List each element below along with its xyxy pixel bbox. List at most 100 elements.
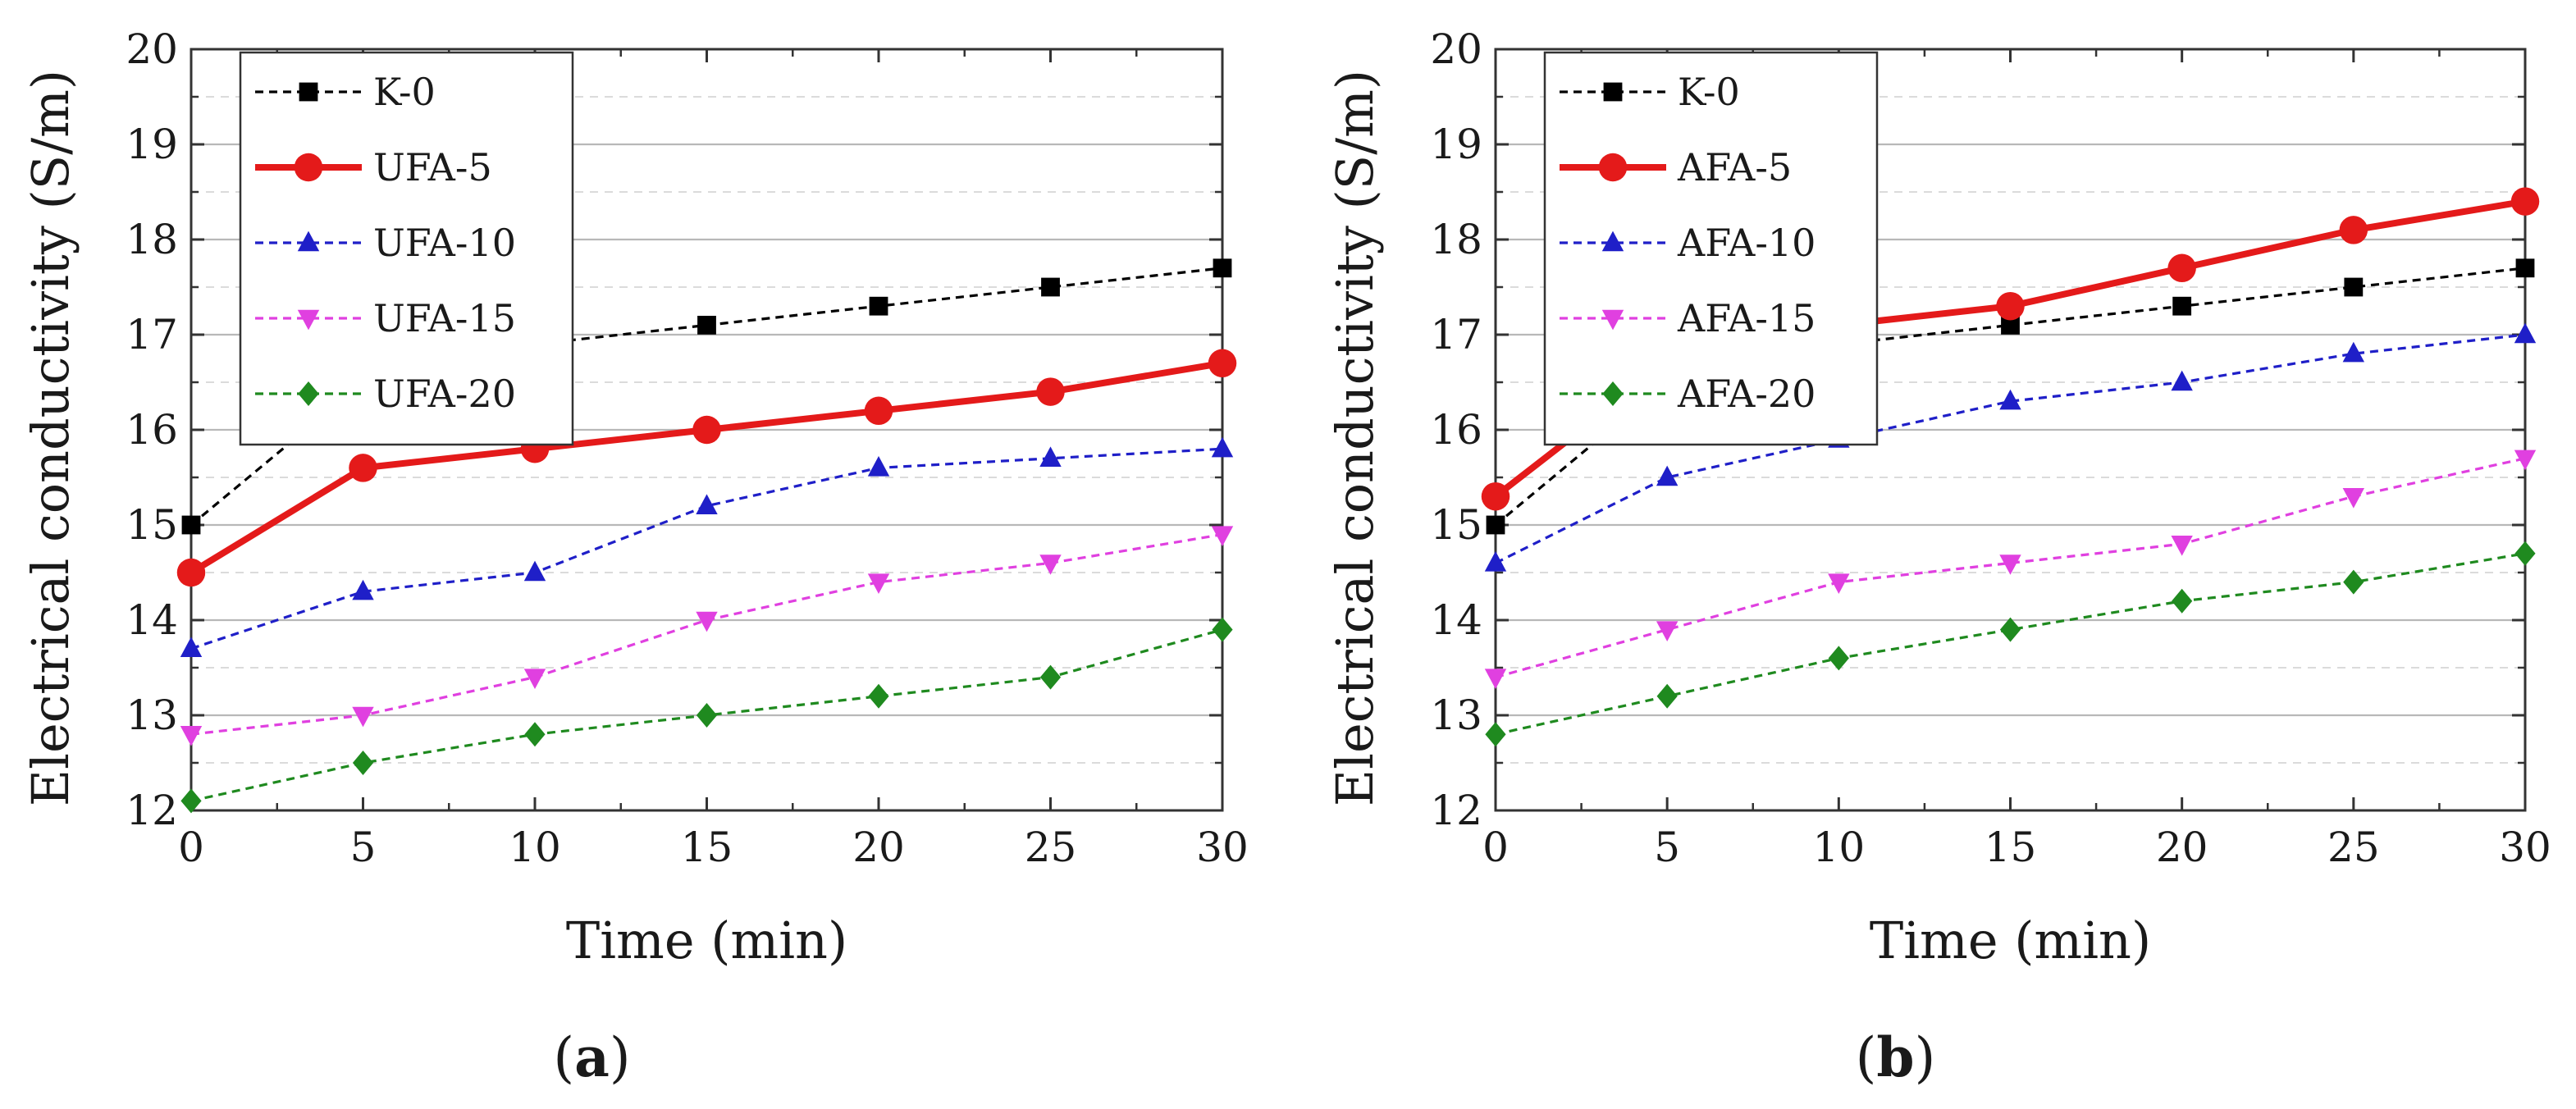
data-point (1039, 446, 1062, 467)
y-tick-label: 14 (126, 596, 178, 644)
data-point (1036, 377, 1065, 406)
y-tick-label: 15 (126, 501, 178, 549)
data-point (523, 560, 546, 582)
series-UFA-10 (180, 436, 1234, 657)
y-tick-label: 12 (1430, 787, 1482, 834)
y-tick-label: 16 (1430, 406, 1482, 454)
data-point (2172, 588, 2193, 614)
data-point (692, 415, 721, 445)
chart-panel-a: 12 13 14 15 16 17 18 19 20 0 5 10 15 20 25 30 Time (min)… (21, 25, 1249, 1089)
data-point (864, 396, 893, 426)
y-tick-label: 14 (1430, 596, 1482, 644)
legend-marker (1598, 153, 1628, 182)
data-point (2001, 316, 2020, 335)
legend: K-0 AFA-5 AFA-10 AFA-15 AFA-20 (1543, 51, 1879, 446)
data-point (868, 683, 889, 709)
data-point (2172, 296, 2192, 316)
data-point (2514, 322, 2537, 344)
y-tick-label: 18 (1430, 216, 1482, 263)
data-point (352, 579, 374, 600)
data-point (696, 611, 718, 632)
data-point (2339, 216, 2368, 244)
data-point (1999, 389, 2021, 410)
panel-label-letter: b (1876, 1025, 1914, 1089)
x-tick-label: 25 (1025, 824, 1077, 871)
data-point (1996, 291, 2025, 321)
data-point (2515, 258, 2535, 278)
data-point (181, 515, 201, 535)
legend: K-0 UFA-5 UFA-10 UFA-15 UFA-20 (239, 51, 574, 446)
data-point (2514, 450, 2537, 471)
legend-label: AFA-15 (1677, 296, 1816, 340)
chart-panel-b: 12 13 14 15 16 17 18 19 20 0 5 10 15 20 25 30 Time (min)… (1325, 25, 2551, 1089)
legend-label: UFA-15 (373, 296, 516, 340)
legend-marker (1602, 381, 1624, 406)
legend-marker (294, 153, 323, 182)
x-tick-label: 5 (350, 824, 377, 871)
data-point (1211, 436, 1234, 458)
data-point (2342, 341, 2365, 363)
data-point (1999, 554, 2021, 575)
data-point (352, 706, 374, 728)
legend-marker (298, 381, 319, 406)
legend-label: UFA-20 (373, 372, 516, 416)
y-tick-label: 19 (1430, 121, 1482, 168)
y-tick-label: 20 (1430, 25, 1482, 73)
data-point (1485, 722, 1506, 747)
data-point (1484, 551, 1507, 572)
data-point (2171, 370, 2193, 391)
panel-label-open: ( (1856, 1026, 1877, 1089)
data-point (2342, 488, 2365, 509)
series-UFA-20 (180, 617, 1233, 814)
x-tick-label: 15 (681, 824, 733, 871)
data-point (1999, 617, 2021, 642)
panel-label-open: ( (553, 1026, 574, 1089)
data-point (867, 573, 890, 594)
data-point (2514, 541, 2536, 566)
data-point (1039, 554, 1062, 575)
data-point (1211, 526, 1234, 546)
x-tick-label: 25 (2327, 824, 2380, 871)
series-AFA-20 (1485, 541, 2536, 747)
y-tick-label: 16 (126, 406, 178, 454)
data-point (1828, 646, 1849, 671)
y-tick-label: 13 (1430, 691, 1482, 739)
panel-label-letter: a (574, 1025, 610, 1089)
panel-label-close: ) (610, 1026, 631, 1089)
data-point (1828, 573, 1850, 594)
data-point (180, 788, 202, 814)
data-point (696, 703, 718, 728)
legend-label: K-0 (373, 70, 436, 114)
data-point (176, 558, 206, 587)
x-axis-title: Time (min) (566, 910, 847, 970)
legend-label: AFA-10 (1677, 221, 1816, 265)
legend-label: UFA-10 (373, 221, 516, 265)
data-point (867, 456, 890, 477)
data-point (2344, 277, 2364, 297)
y-tick-label: 17 (1430, 311, 1482, 358)
y-tick-label: 19 (126, 121, 178, 168)
x-tick-label: 10 (509, 824, 561, 871)
data-point (1481, 481, 1510, 511)
legend-marker (299, 82, 318, 102)
y-axis-title: Electrical conductivity (S/m) (1325, 70, 1385, 806)
data-point (1213, 258, 1232, 278)
y-axis-title: Electrical conductivity (S/m) (21, 70, 80, 806)
legend-box (1543, 51, 1879, 446)
legend-marker (1603, 82, 1623, 102)
data-point (1484, 669, 1507, 689)
y-tick-label: 18 (126, 216, 178, 263)
data-point (2167, 253, 2196, 283)
panel-label: (b) (1856, 1025, 1936, 1089)
data-point (1212, 617, 1233, 642)
data-point (1656, 621, 1679, 641)
x-tick-label: 20 (852, 824, 905, 871)
y-tick-label: 17 (126, 311, 178, 358)
data-point (523, 669, 546, 689)
legend-label: K-0 (1678, 70, 1740, 114)
data-point (180, 637, 203, 657)
y-tick-label: 13 (126, 691, 178, 739)
data-point (696, 494, 718, 514)
x-tick-label: 0 (1482, 824, 1509, 871)
